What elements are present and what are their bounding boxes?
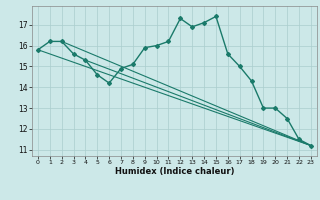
X-axis label: Humidex (Indice chaleur): Humidex (Indice chaleur) bbox=[115, 167, 234, 176]
